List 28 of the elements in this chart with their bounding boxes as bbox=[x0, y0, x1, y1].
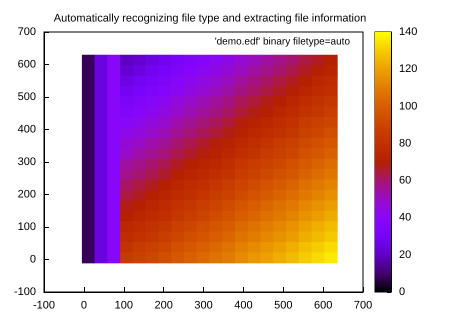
y-tick-label: 100 bbox=[18, 221, 36, 233]
color-bar-label: 140 bbox=[399, 26, 418, 38]
y-tick-label: 700 bbox=[18, 26, 36, 38]
annotation: 'demo.edf' binary filetype=auto bbox=[214, 36, 350, 48]
color-bar-label: 80 bbox=[399, 137, 412, 150]
y-tick-label: 500 bbox=[18, 91, 36, 103]
chart-title: Automatically recognizing file type and extracting file information bbox=[54, 12, 366, 24]
x-tick-label: 700 bbox=[354, 300, 372, 312]
x-tick-label: 500 bbox=[274, 300, 292, 312]
color-bar-label: 20 bbox=[399, 248, 412, 261]
x-tick-label: 600 bbox=[314, 300, 332, 312]
color-bar-label: 60 bbox=[399, 174, 412, 187]
y-tick-label: 0 bbox=[30, 254, 36, 266]
x-tick-label: 200 bbox=[154, 300, 173, 312]
color-bar-label: 120 bbox=[399, 63, 418, 76]
y-tick-label: -100 bbox=[14, 286, 36, 298]
x-tick-label: 100 bbox=[114, 300, 133, 312]
color-bar-label: 100 bbox=[399, 100, 418, 112]
y-tick-label: 300 bbox=[18, 156, 36, 168]
y-tick-label: 400 bbox=[18, 124, 36, 136]
y-tick-label: 600 bbox=[18, 58, 36, 70]
color-bar-label: 0 bbox=[399, 286, 406, 298]
x-tick-label: 0 bbox=[80, 300, 87, 312]
y-tick-label: 200 bbox=[18, 188, 36, 200]
color-bar-label: 40 bbox=[399, 212, 412, 224]
x-tick-label: -100 bbox=[32, 300, 56, 312]
x-tick-label: 400 bbox=[234, 300, 253, 312]
x-tick-label: 300 bbox=[194, 300, 213, 312]
